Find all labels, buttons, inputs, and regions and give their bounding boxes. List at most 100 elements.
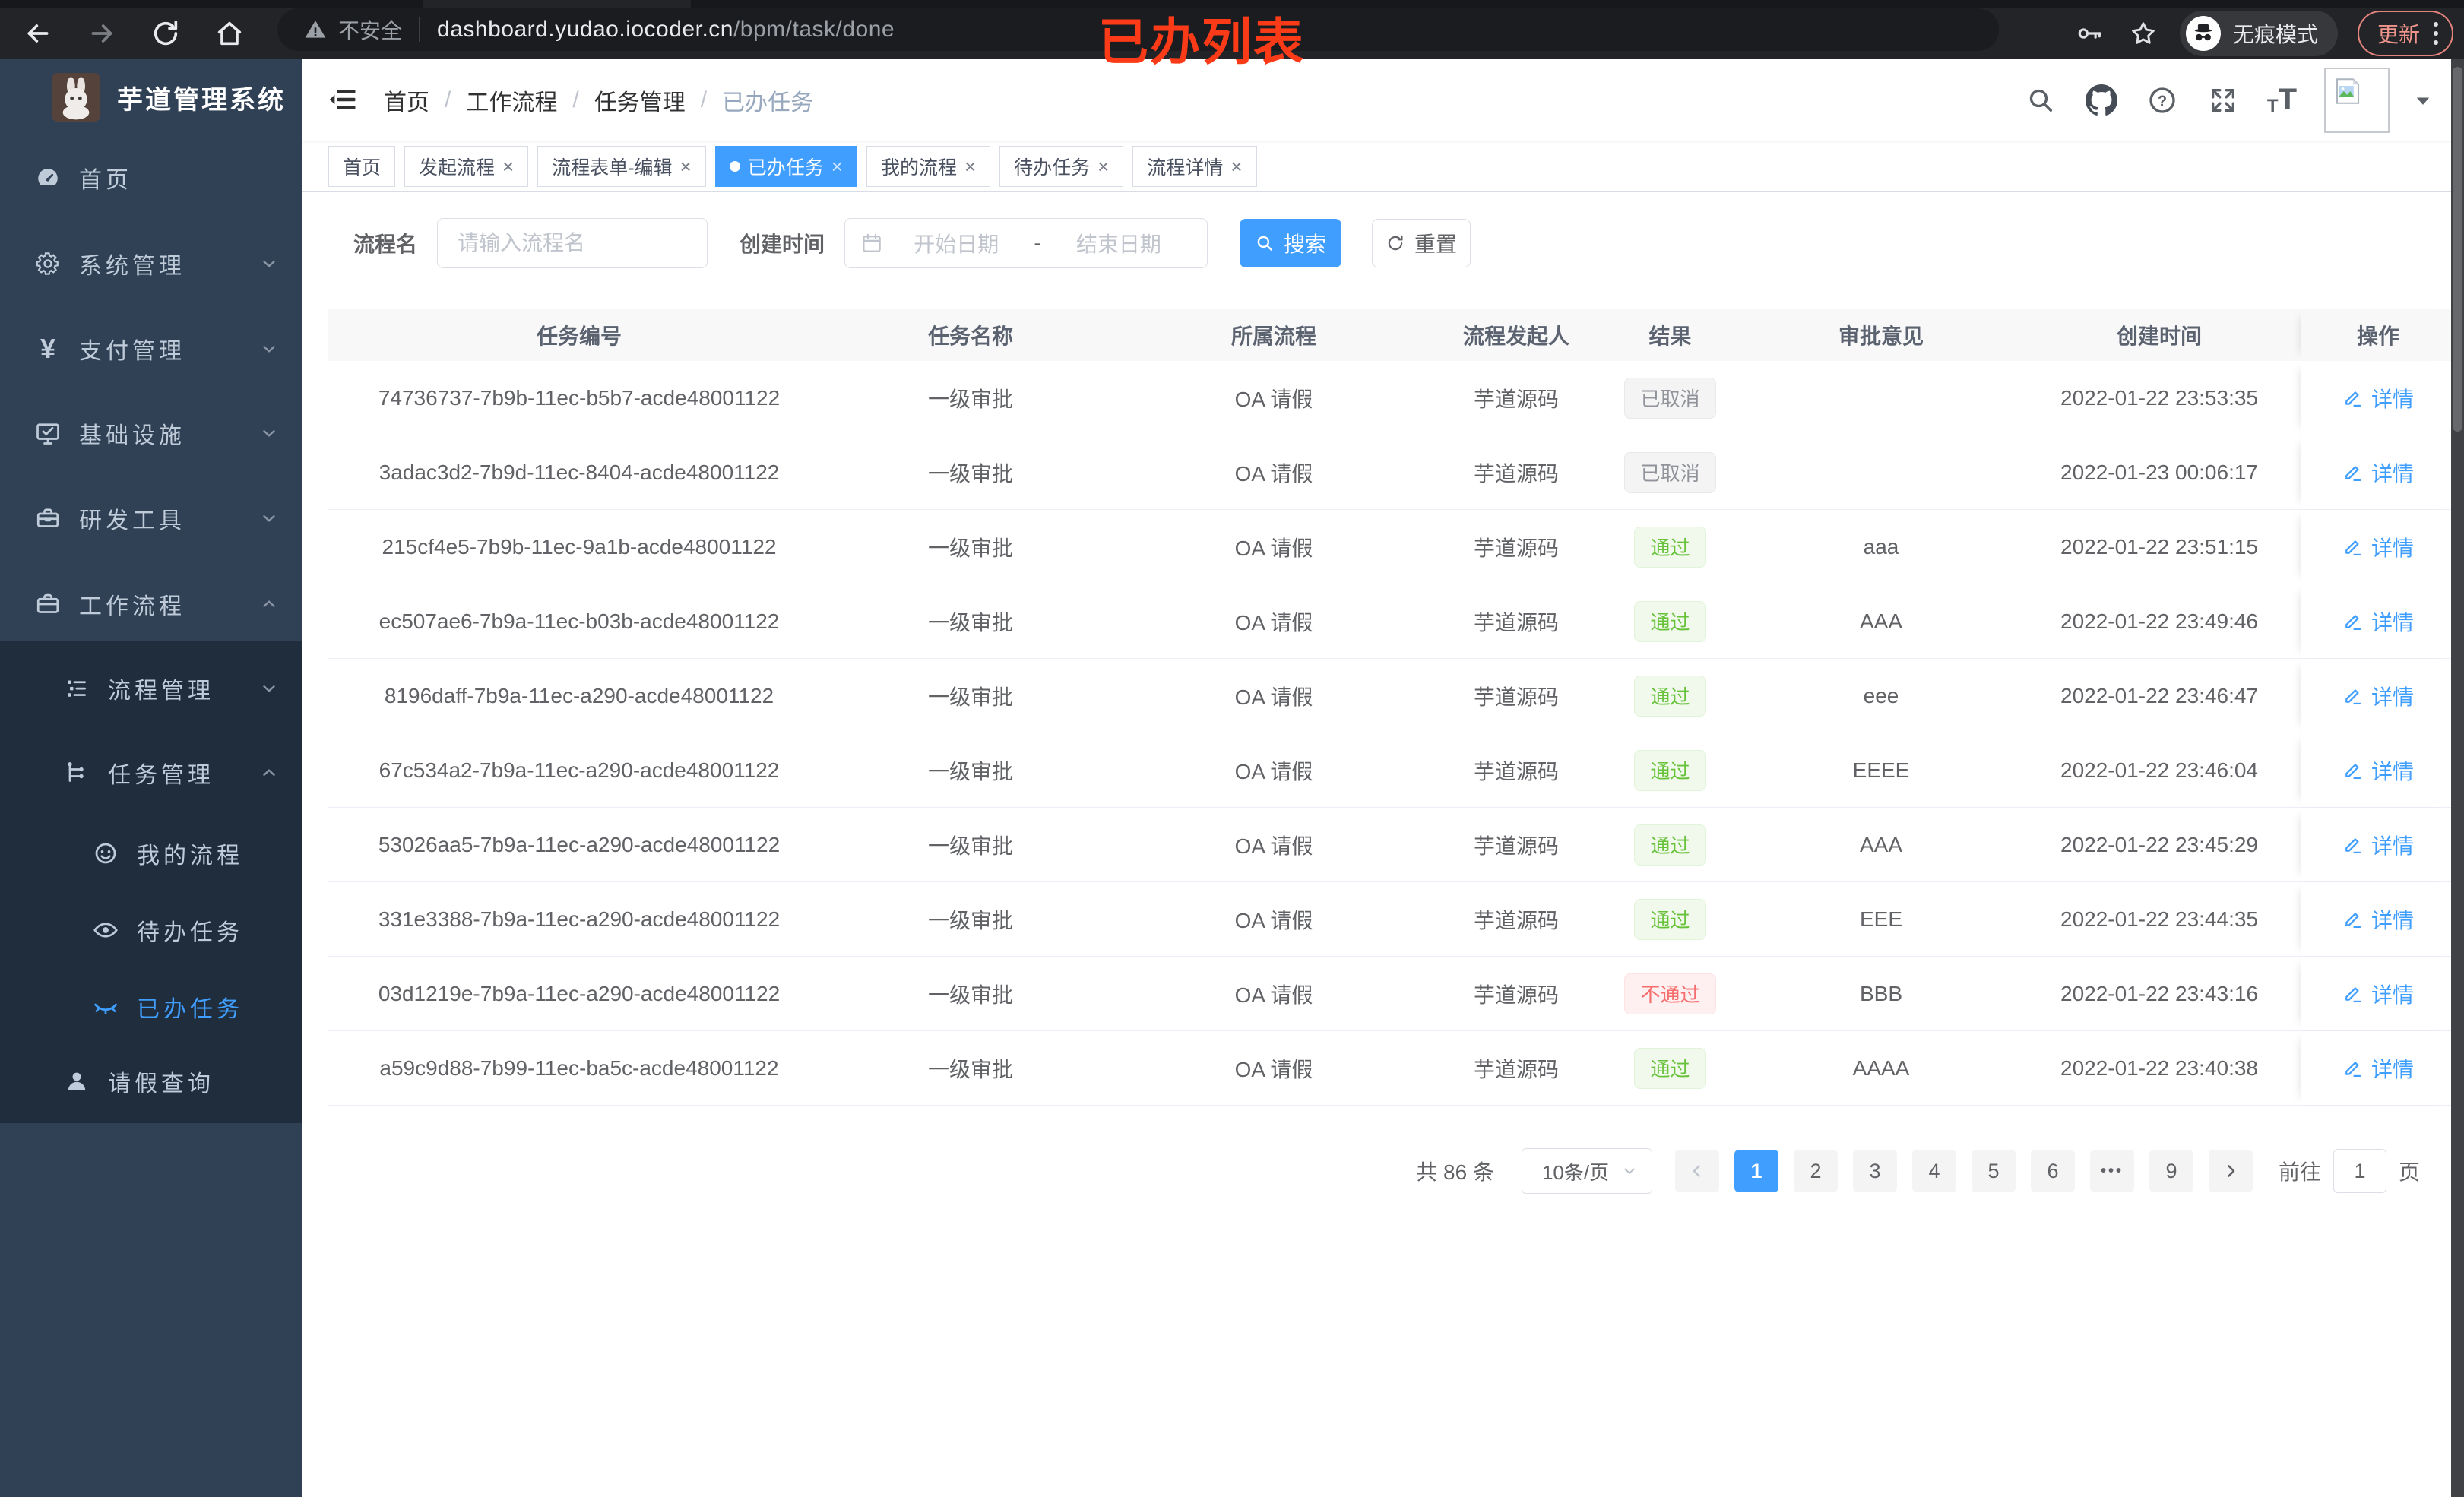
detail-link[interactable]: 详情 [2342, 606, 2414, 637]
close-icon[interactable]: × [679, 154, 692, 178]
comment-cell: EEE [1859, 907, 1903, 931]
sidebar-item-dev-tools[interactable]: 研发工具 [0, 480, 302, 556]
sidebar-collapse-button[interactable] [325, 81, 361, 118]
sidebar-item-label: 流程管理 [108, 679, 214, 704]
scrollbar-thumb[interactable] [2453, 67, 2462, 432]
detail-link[interactable]: 详情 [2342, 755, 2414, 786]
sidebar-item-task-management[interactable]: 任务管理 [0, 735, 302, 811]
user-avatar[interactable] [2324, 67, 2390, 133]
page-button[interactable]: 6 [2030, 1150, 2075, 1192]
date-range-picker[interactable]: 开始日期 - 结束日期 [844, 218, 1208, 268]
browser-home-button[interactable] [213, 17, 246, 50]
sidebar-item-leave-query[interactable]: 请假查询 [0, 1043, 302, 1119]
page-size-select[interactable]: 10条/页 [1521, 1148, 1652, 1194]
github-icon [2085, 84, 2117, 116]
starter-cell: 芋道源码 [1473, 387, 1559, 411]
breadcrumb-item-workflow[interactable]: 工作流程 [466, 90, 558, 116]
browser-update-button[interactable]: 更新 [2357, 11, 2453, 56]
edit-pencil-icon [2345, 614, 2361, 630]
result-badge: 通过 [1634, 749, 1706, 791]
tab-process-detail[interactable]: 流程详情 × [1132, 145, 1257, 187]
sidebar-item-payment[interactable]: ¥ 支付管理 [0, 311, 302, 387]
browser-reload-button[interactable] [149, 17, 182, 50]
close-icon[interactable]: × [1230, 154, 1243, 178]
address-bar[interactable]: 不安全 dashboard.yudao.iocoder.cn/bpm/task/… [277, 8, 1999, 51]
detail-link[interactable]: 详情 [2342, 383, 2414, 413]
reset-button[interactable]: 重置 [1372, 219, 1471, 267]
process-name-input[interactable] [437, 218, 708, 268]
filter-bar: 流程名 创建时间 开始日期 - 结束日期 搜索 重置 [353, 217, 1471, 270]
github-link[interactable] [2085, 84, 2118, 117]
detail-link[interactable]: 详情 [2342, 979, 2414, 1009]
browser-menu-icon[interactable] [2434, 22, 2438, 45]
detail-link[interactable]: 详情 [2342, 1053, 2414, 1084]
process-cell: OA 请假 [1234, 685, 1313, 709]
app-logo[interactable]: 芋道管理系统 [0, 65, 302, 129]
sidebar-item-process-management[interactable]: 流程管理 [0, 650, 302, 726]
fullscreen-button[interactable] [2206, 84, 2240, 117]
page-button[interactable]: 9 [2149, 1150, 2193, 1192]
sidebar-item-todo-tasks[interactable]: 待办任务 [0, 892, 302, 968]
page-button[interactable]: 2 [1793, 1150, 1838, 1192]
breadcrumb-item-task-management[interactable]: 任务管理 [594, 90, 686, 116]
goto-page-input[interactable] [2333, 1149, 2386, 1193]
sidebar-item-label: 系统管理 [79, 254, 185, 279]
password-key-button[interactable] [2073, 17, 2107, 50]
create-time-cell: 2022-01-22 23:43:16 [2060, 981, 2258, 1005]
browser-back-button[interactable] [21, 17, 55, 50]
detail-link[interactable]: 详情 [2342, 904, 2414, 935]
date-separator: - [1034, 231, 1041, 255]
table-row: ec507ae6-7b9a-11ec-b03b-acde48001122 一级审… [328, 584, 2455, 659]
browser-forward-button[interactable] [85, 17, 119, 50]
breadcrumb-item-home[interactable]: 首页 [384, 90, 429, 116]
tab-my-process[interactable]: 我的流程 × [866, 145, 991, 187]
close-icon[interactable]: × [1097, 154, 1110, 178]
close-icon[interactable]: × [964, 154, 977, 178]
tab-form-edit[interactable]: 流程表单-编辑 × [537, 145, 706, 187]
flow-list-icon [62, 675, 91, 702]
bookmark-star-button[interactable] [2127, 17, 2160, 50]
tab-todo-tasks[interactable]: 待办任务 × [999, 145, 1124, 187]
close-icon[interactable]: × [502, 154, 515, 178]
page-button[interactable]: ••• [2089, 1150, 2134, 1192]
page-button[interactable]: 4 [1911, 1150, 1956, 1192]
avatar-dropdown-caret[interactable] [2412, 90, 2434, 111]
create-time-cell: 2022-01-22 23:49:46 [2060, 609, 2258, 633]
table-row: a59c9d88-7b99-11ec-ba5c-acde48001122 一级审… [328, 1031, 2455, 1106]
header-search-button[interactable] [2024, 84, 2057, 117]
result-badge: 通过 [1634, 600, 1706, 642]
tab-home[interactable]: 首页 × [328, 145, 396, 187]
task-id-cell: 3adac3d2-7b9d-11ec-8404-acde48001122 [378, 460, 780, 484]
detail-link[interactable]: 详情 [2342, 830, 2414, 860]
detail-link[interactable]: 详情 [2342, 532, 2414, 562]
page-button[interactable]: 3 [1852, 1150, 1897, 1192]
tab-start-process[interactable]: 发起流程 × [404, 145, 529, 187]
result-badge: 通过 [1634, 1047, 1706, 1089]
close-icon[interactable]: × [831, 154, 843, 178]
prev-page-button[interactable] [1674, 1150, 1719, 1192]
sidebar-item-my-process[interactable]: 我的流程 [0, 815, 302, 891]
table-row: 74736737-7b9b-11ec-b5b7-acde48001122 一级审… [328, 361, 2455, 435]
page-button[interactable]: 1 [1734, 1150, 1778, 1192]
tab-done-tasks[interactable]: 已办任务 × [714, 145, 857, 187]
incognito-badge[interactable]: 无痕模式 [2179, 11, 2338, 56]
star-icon [2132, 22, 2155, 44]
page-button[interactable]: 5 [1971, 1150, 2016, 1192]
task-name-cell: 一级审批 [927, 387, 1013, 411]
detail-link[interactable]: 详情 [2342, 681, 2414, 711]
result-cell: 通过 [1596, 584, 1744, 658]
help-button[interactable]: ? [2146, 84, 2179, 117]
next-page-button[interactable] [2208, 1150, 2253, 1192]
actions-cell: 详情 [2301, 882, 2455, 956]
search-button[interactable]: 搜索 [1240, 219, 1342, 267]
sidebar-item-system[interactable]: 系统管理 [0, 226, 302, 302]
detail-link[interactable]: 详情 [2342, 457, 2414, 488]
sidebar-item-infrastructure[interactable]: 基础设施 [0, 395, 302, 471]
window-scrollbar[interactable] [2451, 59, 2464, 1497]
sidebar-item-home[interactable]: 首页 [0, 140, 302, 216]
sidebar-item-done-tasks[interactable]: 已办任务 [0, 969, 302, 1045]
comment-cell: AAA [1859, 609, 1903, 633]
task-id-cell: 03d1219e-7b9a-11ec-a290-acde48001122 [378, 981, 781, 1005]
sidebar-item-workflow[interactable]: 工作流程 [0, 566, 302, 642]
